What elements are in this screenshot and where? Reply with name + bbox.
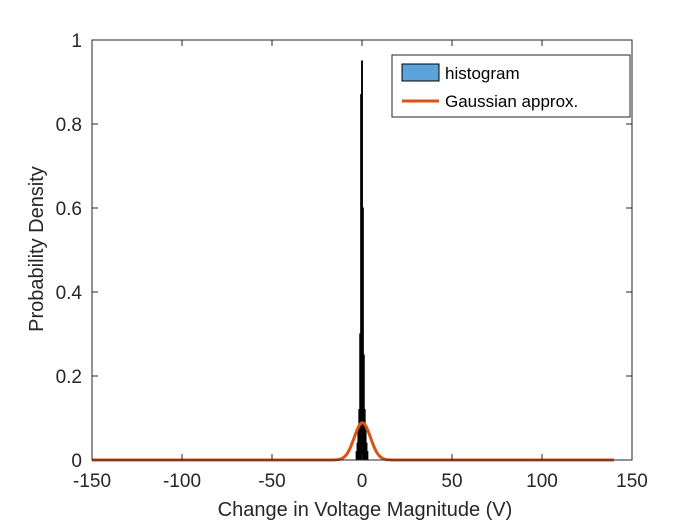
legend: histogram Gaussian approx.: [391, 54, 631, 118]
legend-swatch-histogram: [401, 63, 440, 82]
y-tick-label: 0.6: [56, 199, 82, 220]
x-axis-title: Change in Voltage Magnitude (V): [218, 499, 513, 521]
y-tick-label: 1: [71, 31, 82, 52]
legend-label-gaussian: Gaussian approx.: [445, 92, 578, 111]
x-tick-label: 50: [441, 471, 462, 492]
x-axis-ticks: -150 -100 -50 0 50 100 150: [73, 40, 648, 492]
y-axis-ticks: 0 0.2 0.4 0.6 0.8 1: [56, 31, 632, 472]
x-tick-label: -100: [163, 471, 201, 492]
y-tick-label: 0.4: [56, 283, 83, 304]
legend-label-histogram: histogram: [445, 64, 520, 83]
histogram-bar: [366, 451, 369, 461]
x-tick-label: -50: [258, 471, 285, 492]
y-axis-title: Probability Density: [26, 166, 48, 332]
x-tick-label: 100: [526, 471, 558, 492]
y-tick-label: 0.8: [56, 115, 82, 136]
x-tick-label: -150: [73, 471, 111, 492]
x-tick-label: 150: [616, 471, 648, 492]
x-tick-label: 0: [357, 471, 368, 492]
y-tick-label: 0.2: [56, 367, 82, 388]
y-tick-label: 0: [71, 451, 82, 472]
